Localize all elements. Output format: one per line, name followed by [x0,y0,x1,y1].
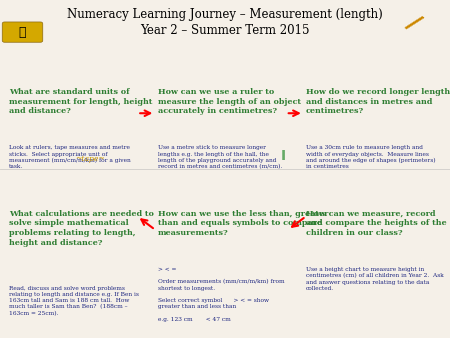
Text: Numeracy Learning Journey – Measurement (length): Numeracy Learning Journey – Measurement … [67,8,383,21]
Text: How can we measure, record
and compare the heights of the
children in our class?: How can we measure, record and compare t… [306,210,446,237]
Text: Year 2 – Summer Term 2015: Year 2 – Summer Term 2015 [140,24,310,37]
Text: How can we use the less than, greater
than and equals symbols to compare
measure: How can we use the less than, greater th… [158,210,328,237]
Text: > < =

Order measurements (mm/cm/m/km) from
shortest to longest.

Select correct: > < = Order measurements (mm/cm/m/km) fr… [158,267,284,322]
Text: /: / [403,10,425,34]
Text: Use a 30cm rule to measure length and
width of everyday objects.  Measure lines
: Use a 30cm rule to measure length and wi… [306,145,436,169]
Text: Use a metre stick to measure longer
lengths e.g. the length of the hall, the
len: Use a metre stick to measure longer leng… [158,145,282,169]
Text: How can we use a ruler to
measure the length of an object
accurately in centimet: How can we use a ruler to measure the le… [158,88,301,116]
Text: How do we record longer lengths
and distances in metres and
centimetres?: How do we record longer lengths and dist… [306,88,450,116]
Text: I: I [281,149,286,163]
Text: ~tape~: ~tape~ [75,155,105,164]
Text: What are standard units of
measurement for length, height
and distance?: What are standard units of measurement f… [9,88,153,116]
Text: Look at rulers, tape measures and metre
sticks.  Select appropriate unit of
meas: Look at rulers, tape measures and metre … [9,145,131,169]
FancyBboxPatch shape [2,22,43,42]
Text: 📐: 📐 [19,26,26,39]
Text: What calculations are needed to
solve simple mathematical
problems relating to l: What calculations are needed to solve si… [9,210,154,247]
Text: Use a height chart to measure height in
centimetres (cm) of all children in Year: Use a height chart to measure height in … [306,267,444,291]
Text: Read, discuss and solve word problems
relating to length and distance e.g. If Be: Read, discuss and solve word problems re… [9,286,139,316]
